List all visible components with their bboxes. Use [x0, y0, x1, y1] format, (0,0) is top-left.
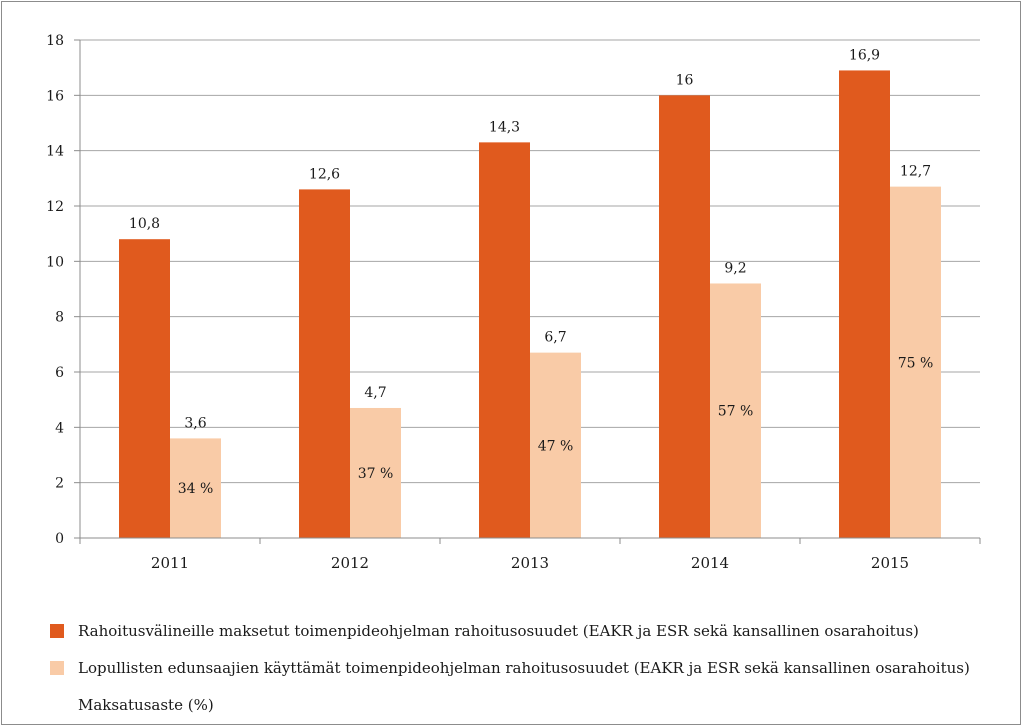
y-tick-label: 12 — [46, 199, 64, 215]
y-tick-label: 18 — [46, 33, 64, 49]
legend: Rahoitusvälineille maksetut toimenpideoh… — [50, 612, 970, 723]
data-label: 10,8 — [129, 216, 160, 232]
data-label: 12,6 — [309, 166, 340, 182]
bar-chart: 10,8 3,6 34 % 12,6 4,7 37 % 14,3 6,7 47 % 16 9,2 57… — [46, 33, 981, 572]
bar-series-2 — [890, 186, 941, 538]
y-tick-label: 14 — [46, 144, 64, 160]
bar-series-2 — [530, 352, 581, 538]
rate-label: 47 % — [538, 438, 574, 454]
y-tick-label: 0 — [55, 531, 64, 547]
data-label: 3,6 — [184, 415, 206, 431]
bar-series-2 — [350, 407, 401, 538]
x-tick-label: 2013 — [511, 554, 549, 572]
legend-label-series-1: Rahoitusvälineille maksetut toimenpideoh… — [78, 621, 919, 640]
bar-series-1 — [299, 189, 350, 538]
legend-swatch-rate — [50, 698, 64, 712]
x-tick-label: 2011 — [151, 554, 189, 572]
bars — [119, 70, 941, 538]
legend-label-rate: Maksatusaste (%) — [78, 695, 214, 714]
bar-series-1 — [119, 239, 170, 538]
legend-item-series-2: Lopullisten edunsaajien käyttämät toimen… — [50, 649, 970, 686]
rate-label: 57 % — [718, 404, 754, 420]
x-tick-label: 2012 — [331, 554, 369, 572]
y-tick-label: 4 — [55, 420, 64, 436]
y-tick-label: 8 — [55, 310, 64, 326]
y-tick-label: 2 — [55, 476, 64, 492]
legend-label-series-2: Lopullisten edunsaajien käyttämät toimen… — [78, 658, 970, 677]
x-tick-label: 2014 — [691, 554, 729, 572]
legend-item-rate: Maksatusaste (%) — [50, 686, 970, 723]
bar-series-1 — [659, 95, 710, 538]
bar-series-2 — [170, 438, 221, 538]
data-label: 4,7 — [364, 385, 386, 401]
legend-swatch-series-1 — [50, 623, 64, 638]
data-label: 14,3 — [489, 119, 520, 135]
legend-item-series-1: Rahoitusvälineille maksetut toimenpideoh… — [50, 612, 970, 649]
data-labels: 10,8 3,6 34 % 12,6 4,7 37 % 14,3 6,7 47 % 16 9,2 57… — [129, 47, 933, 497]
bar-series-2 — [710, 283, 761, 538]
axes: 0 2 4 6 8 10 12 14 16 18 2011 2012 2013 2014 2015 — [46, 33, 981, 572]
bar-series-1 — [839, 70, 890, 538]
x-tick-label: 2015 — [871, 554, 909, 572]
data-label: 16,9 — [849, 47, 880, 63]
y-tick-label: 10 — [46, 254, 64, 270]
data-label: 6,7 — [544, 330, 566, 346]
y-tick-label: 6 — [55, 365, 64, 381]
data-label: 16 — [676, 72, 694, 88]
data-label: 12,7 — [900, 164, 931, 180]
legend-swatch-series-2 — [50, 660, 64, 675]
data-label: 9,2 — [724, 260, 746, 276]
rate-label: 37 % — [358, 466, 394, 482]
rate-label: 34 % — [178, 481, 214, 497]
rate-label: 75 % — [898, 355, 934, 371]
y-tick-label: 16 — [46, 88, 64, 104]
bar-series-1 — [479, 142, 530, 538]
